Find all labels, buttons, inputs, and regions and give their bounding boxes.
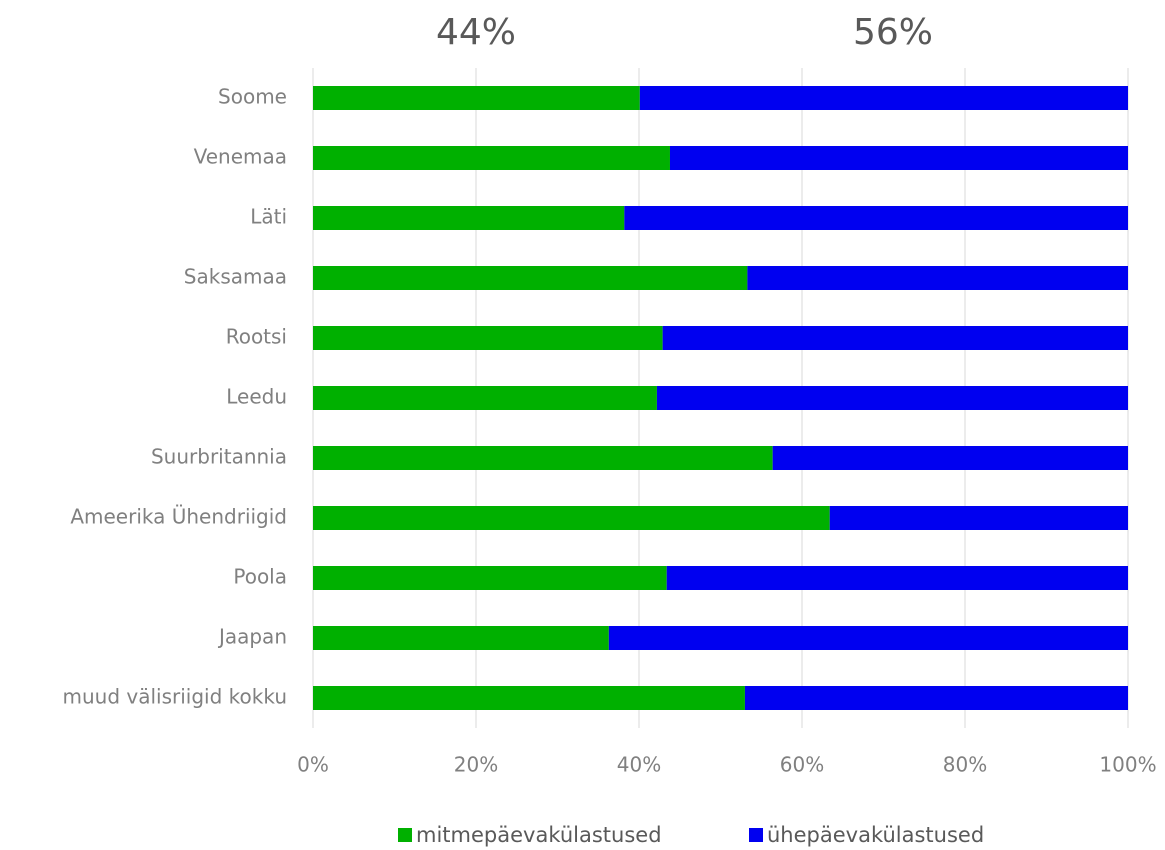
x-tick-label: 60% xyxy=(780,753,824,777)
y-tick-label: Saksamaa xyxy=(184,265,287,289)
y-tick-label: Leedu xyxy=(226,385,287,409)
legend-swatch xyxy=(749,828,763,842)
bar xyxy=(313,386,657,410)
bar xyxy=(313,686,745,710)
y-tick-label: Soome xyxy=(218,85,287,109)
bar xyxy=(669,146,1128,170)
y-tick-label: Jaapan xyxy=(217,625,287,649)
legend-label: mitmepäevakülastused xyxy=(416,823,662,847)
bar xyxy=(313,206,625,230)
bar xyxy=(313,446,773,470)
x-tick-label: 80% xyxy=(943,753,987,777)
annotation: 44% xyxy=(436,12,516,53)
annotation: 56% xyxy=(853,12,933,53)
bar xyxy=(313,626,609,650)
y-tick-label: Ameerika Ühendriigid xyxy=(70,505,287,529)
bar xyxy=(656,386,1128,410)
x-tick-label: 40% xyxy=(617,753,661,777)
bar xyxy=(829,506,1128,530)
bar xyxy=(313,506,830,530)
x-tick-label: 0% xyxy=(297,753,329,777)
y-tick-label: Poola xyxy=(233,565,287,589)
y-tick-label: Suurbritannia xyxy=(151,445,287,469)
legend-swatch xyxy=(398,828,412,842)
y-tick-label: Läti xyxy=(250,205,287,229)
bar xyxy=(662,326,1128,350)
legend-label: ühepäevakülastused xyxy=(767,823,984,847)
y-tick-label: Rootsi xyxy=(226,325,287,349)
bar xyxy=(313,566,667,590)
bar xyxy=(624,206,1128,230)
x-tick-label: 100% xyxy=(1099,753,1156,777)
bar xyxy=(313,146,670,170)
bar xyxy=(666,566,1128,590)
y-tick-label: muud välisriigid kokku xyxy=(63,685,287,709)
x-tick-label: 20% xyxy=(454,753,498,777)
bar xyxy=(313,326,663,350)
bar xyxy=(772,446,1128,470)
bar xyxy=(608,626,1128,650)
bar xyxy=(313,86,640,110)
bar xyxy=(313,266,748,290)
bar xyxy=(744,686,1128,710)
y-tick-label: Venemaa xyxy=(194,145,287,169)
bar xyxy=(639,86,1128,110)
bar xyxy=(747,266,1128,290)
